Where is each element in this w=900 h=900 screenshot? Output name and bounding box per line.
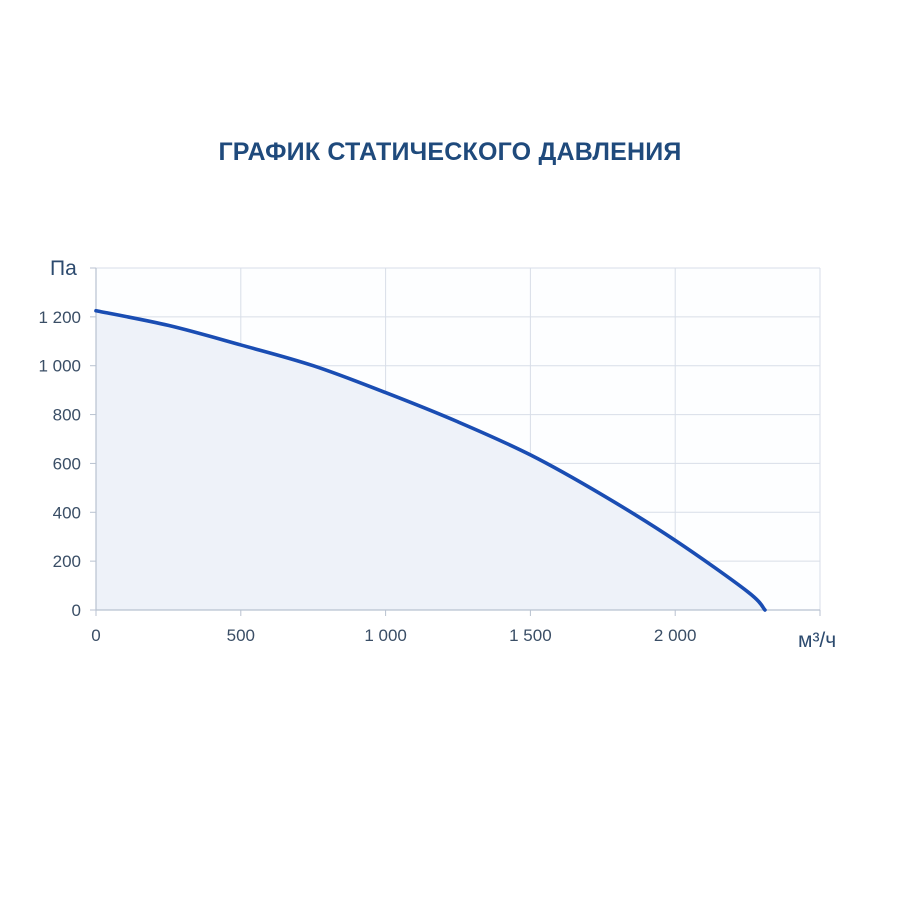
pressure-curve-line <box>94 308 767 612</box>
tick-labels: 0 500 1 000 1 500 2 000 0 200 400 600 800 1 000 1 2… <box>38 308 696 645</box>
y-tick-label: 1 200 <box>38 308 81 327</box>
x-tick-label: 1 500 <box>509 626 552 645</box>
axes <box>90 267 821 616</box>
y-tick-label: 1 000 <box>38 357 81 376</box>
pressure-area-fill <box>96 310 765 610</box>
x-tick-label: 0 <box>91 626 100 645</box>
chart-title: ГРАФИК СТАТИЧЕСКОГО ДАВЛЕНИЯ <box>218 138 682 166</box>
y-tick-label: 600 <box>53 454 81 473</box>
x-tick-label: 500 <box>227 626 255 645</box>
y-tick-label: 200 <box>53 552 81 571</box>
y-axis-label: Па <box>50 257 77 280</box>
y-tick-label: 0 <box>72 601 81 620</box>
area-layer <box>96 310 765 610</box>
series-layer <box>94 308 767 612</box>
y-tick-label: 800 <box>53 406 81 425</box>
x-axis-label: м³/ч <box>798 629 836 652</box>
y-tick-label: 400 <box>53 503 81 522</box>
x-tick-label: 2 000 <box>654 626 697 645</box>
x-tick-label: 1 000 <box>364 626 407 645</box>
